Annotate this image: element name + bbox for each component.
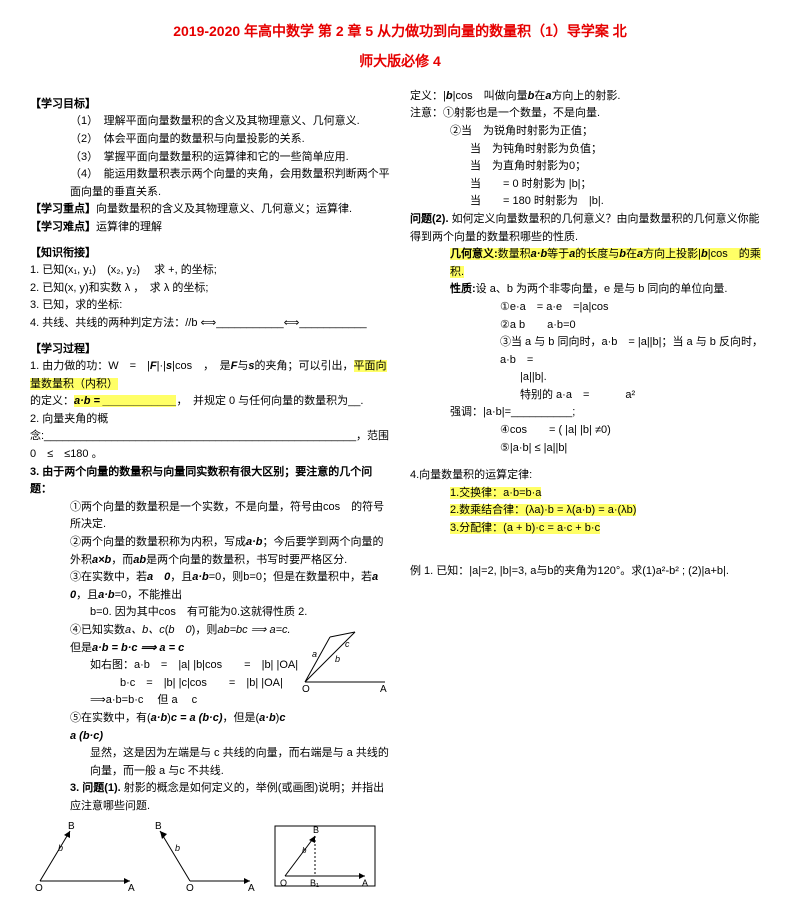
svg-text:B: B [313, 825, 319, 835]
q3: ③在实数中，若a 0，且a·b=0，则b=0；但是在数量积中，若a 0，且a·b… [70, 569, 390, 604]
p4: 强调：|a·b|=__________; [450, 404, 770, 422]
obj-1: （1） 理解平面向量数量积的含义及其物理意义、几何意义. [70, 113, 390, 131]
link-2: 2. 已知(x, y)和实数 λ ， 求 λ 的坐标; [30, 280, 390, 298]
q10: 显然，这是因为左端是与 c 共线的向量，而右端是与 a 共线的向量，而一般 a … [90, 745, 390, 780]
p3c: 特别的 a·a = a² [520, 387, 770, 405]
svg-text:B: B [68, 821, 75, 832]
q11: 3. 问题(1). 射影的概念是如何定义的，举例(或画图)说明；并指出应注意哪些… [70, 780, 390, 815]
q8: ⟹a·b=b·c 但 a c [90, 692, 300, 710]
svg-text:b: b [175, 843, 180, 853]
svg-text:b: b [335, 654, 340, 664]
note-1: 注意：①射影也是一个数量，不是向量. [410, 105, 770, 123]
section-4: 4.向量数量积的运算定律: [410, 467, 770, 485]
svg-text:B₁: B₁ [310, 878, 319, 888]
svg-text:A: A [380, 684, 387, 692]
svg-text:A: A [128, 883, 135, 891]
diff-line: 【学习难点】运算律的理解 [30, 219, 390, 237]
proc-3: 2. 向量夹角的概念:_____________________________… [30, 411, 390, 446]
q6: 如右图：a·b = |a| |b|cos = |b| |OA| [90, 657, 300, 675]
p5: ④cos = ( |a| |b| ≠0) [500, 422, 770, 440]
law-3: 3.分配律：(a + b)·c = a·c + b·c [450, 520, 770, 538]
q4: b=0. 因为其中cos 有可能为0.这就得性质 2. [90, 604, 390, 622]
proc-4: 0 ≤ ≤180 。 [30, 446, 390, 464]
svg-text:c: c [345, 639, 350, 649]
svg-text:A: A [248, 883, 255, 891]
obj-3: （3） 掌握平面向量数量积的运算律和它的一些简单应用. [70, 149, 390, 167]
obj-2: （2） 体会平面向量的数量积与向量投影的关系. [70, 131, 390, 149]
svg-text:b: b [58, 843, 63, 853]
q5: ④已知实数a、b、c(b 0)，则ab=bc ⟹ a=c.但是a·b = b·c… [70, 622, 300, 657]
svg-text:O: O [35, 883, 43, 891]
link-3: 3. 已知，求的坐标: [30, 297, 390, 315]
proj-diagram-1: O A B b [30, 821, 140, 891]
proj-diagram-2: O A B b [150, 821, 260, 891]
left-column: 【学习目标】 （1） 理解平面向量数量积的含义及其物理意义、几何意义. （2） … [30, 88, 390, 896]
q7: b·c = |b| |c|cos = |b| |OA| [120, 675, 300, 693]
proc-1: 1. 由力做的功：W = |F|·|s|cos ， 是F与s的夹角；可以引出，平… [30, 358, 390, 393]
link-head: 【知识衔接】 [30, 245, 390, 263]
properties: 性质:设 a、b 为两个非零向量，e 是与 b 同向的单位向量. [450, 281, 770, 299]
proc-2: 的定义：a·b = ____________， 并规定 0 与任何向量的数量积为… [30, 393, 390, 411]
svg-text:O: O [186, 883, 194, 891]
def-line: 定义：|b|cos 叫做向量b在a方向上的射影. [410, 88, 770, 106]
q1: ①两个向量的数量积是一个实数，不是向量，符号由cos 的符号所决定. [70, 499, 390, 534]
example-1: 例 1. 已知：|a|=2, |b|=3, a与b的夹角为120°。求(1)a²… [410, 563, 770, 581]
objectives-head: 【学习目标】 [30, 96, 390, 114]
note-4: 当 为直角时射影为0； [470, 158, 770, 176]
diagram-row: O A B b O A B b O A B B₁ b [30, 821, 390, 891]
svg-text:O: O [280, 878, 287, 888]
note-3: 当 为钝角时射影为负值； [470, 141, 770, 159]
right-column: 定义：|b|cos 叫做向量b在a方向上的射影. 注意：①射影也是一个数量，不是… [410, 88, 770, 896]
q9: ⑤在实数中，有(a·b)c = a (b·c)，但是(a·b)c a (b·c) [70, 710, 300, 745]
link-4: 4. 共线、共线的两种判定方法：//b ⟺___________⟺_______… [30, 315, 390, 333]
note-5: 当 = 0 时射影为 |b|； [470, 176, 770, 194]
content-columns: 【学习目标】 （1） 理解平面向量数量积的含义及其物理意义、几何意义. （2） … [30, 88, 770, 896]
p6: ⑤|a·b| ≤ |a||b| [500, 440, 770, 458]
proj-diagram-3: O A B B₁ b [270, 821, 380, 891]
svg-text:a: a [312, 649, 317, 659]
geo-meaning: 几何意义:数量积a·b等于a的长度与b在a方向上投影|b|cos 的乘积. [450, 246, 770, 281]
note-2: ②当 为锐角时射影为正值； [450, 123, 770, 141]
obj-4: （4） 能运用数量积表示两个向量的夹角，会用数量积判断两个平面向量的垂直关系. [70, 166, 390, 201]
doc-subtitle: 师大版必修 4 [30, 50, 770, 72]
p3a: ③当 a 与 b 同向时，a·b = |a||b|；当 a 与 b 反向时，a·… [500, 334, 770, 369]
p3b: |a||b|. [520, 369, 770, 387]
proc-head: 【学习过程】 [30, 341, 390, 359]
law-2: 2.数乘结合律：(λa)·b = λ(a·b) = a·(λb) [450, 502, 770, 520]
note-6: 当 = 180 时射影为 |b|. [470, 193, 770, 211]
svg-text:b: b [302, 846, 307, 855]
svg-text:A: A [362, 878, 368, 888]
problem-2: 问题(2). 如何定义向量数量积的几何意义？由向量数量积的几何意义你能得到两个向… [410, 211, 770, 246]
p2: ②a b a·b=0 [500, 317, 770, 335]
link-1: 1. 已知(x₁, y₁) (x₂, y₂) 求 +, 的坐标; [30, 262, 390, 280]
doc-title: 2019-2020 年高中数学 第 2 章 5 从力做功到向量的数量积（1）导学… [30, 20, 770, 42]
svg-text:O: O [302, 684, 310, 692]
triangle-diagram: O A c a b [300, 622, 390, 692]
q-header: 3. 由于两个向量的数量积与向量同实数积有很大区别；要注意的几个问题： [30, 464, 390, 499]
focus-line: 【学习重点】向量数量积的含义及其物理意义、几何意义；运算律. [30, 201, 390, 219]
svg-text:B: B [155, 821, 162, 832]
q2: ②两个向量的数量积称为内积，写成a·b；今后要学到两个向量的外积a×b，而ab是… [70, 534, 390, 569]
p1: ①e·a = a·e =|a|cos [500, 299, 770, 317]
law-1: 1.交换律：a·b=b·a [450, 485, 770, 503]
